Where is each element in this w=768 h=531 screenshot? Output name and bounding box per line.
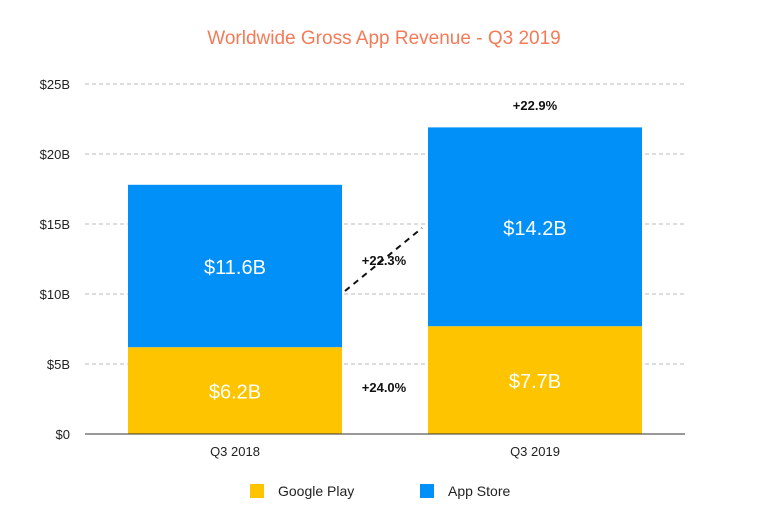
y-tick-label: $0	[56, 427, 70, 442]
bar-google-play	[128, 347, 342, 434]
y-tick-label: $15B	[40, 217, 70, 232]
data-label: $7.7B	[509, 371, 561, 393]
x-tick-label: Q3 2018	[210, 444, 260, 459]
data-label: $6.2B	[209, 382, 261, 404]
google-play-growth-label: +24.0%	[362, 380, 407, 395]
legend-swatch-google-play	[250, 484, 264, 498]
legend-app-store: App Store	[420, 483, 510, 499]
y-tick-label: $5B	[47, 357, 70, 372]
growth-trend-line	[344, 227, 423, 292]
total-growth-label: +22.9%	[513, 98, 558, 113]
legend-swatch-app-store	[420, 484, 434, 498]
bar-google-play	[428, 326, 642, 434]
legend-google-play: Google Play	[250, 483, 354, 499]
y-tick-label: $25B	[40, 77, 70, 92]
legend-label: Google Play	[278, 483, 355, 499]
chart-title: Worldwide Gross App Revenue - Q3 2019	[207, 28, 561, 49]
data-label: $11.6B	[204, 257, 266, 279]
legend-label: App Store	[448, 483, 511, 499]
y-tick-label: $20B	[40, 147, 70, 162]
y-tick-label: $10B	[40, 287, 70, 302]
data-label: $14.2B	[503, 218, 566, 240]
app-store-growth-label: +22.3%	[362, 253, 407, 268]
bar-app-store	[428, 127, 642, 327]
bar-app-store	[128, 184, 342, 348]
x-tick-label: Q3 2019	[510, 444, 560, 459]
